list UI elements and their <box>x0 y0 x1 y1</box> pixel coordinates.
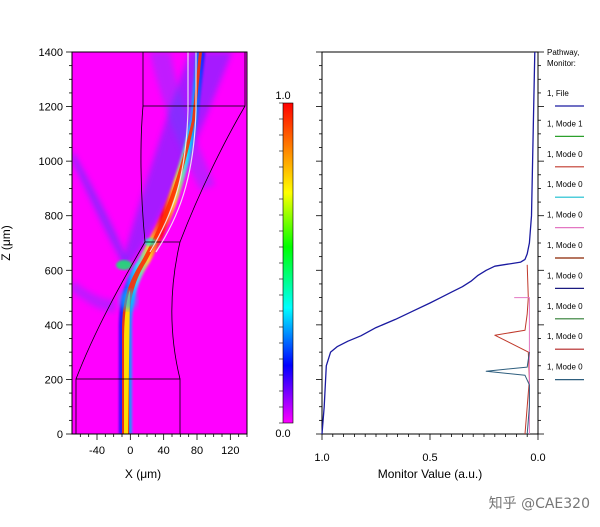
colorbar: 1.0 0.0 <box>275 90 294 440</box>
output-taper-right-edge <box>179 105 246 243</box>
z-axis-title: Z (μm) <box>0 225 13 261</box>
watermark: 知乎 @CAE320 <box>489 495 590 512</box>
z-tick-label: 1400 <box>39 47 63 59</box>
colorbar-ticks <box>279 102 283 424</box>
monitor-plot-frame <box>321 51 539 435</box>
series-line-1 <box>494 264 530 435</box>
legend-label: 1, Mode 0 <box>547 302 583 311</box>
z-axis-ticks: 0 200 400 600 800 1000 1200 1400 <box>39 47 72 441</box>
monitor-right-ticks <box>538 51 544 435</box>
x-tick-label: 40 <box>158 445 170 457</box>
x-tick-label: 0 <box>127 445 133 457</box>
legend: Pathway, Monitor: 1, File 1, Mode 1 1, Mod… <box>547 48 584 381</box>
taper-right-edge <box>171 241 181 380</box>
monitor-series <box>321 51 536 435</box>
legend-label: 1, Mode 0 <box>547 332 583 341</box>
z-tick-label: 1000 <box>39 156 63 168</box>
series-line-3 <box>485 352 530 435</box>
z-tick-label: 800 <box>45 211 63 223</box>
monitor-x-tick-label: 0.5 <box>422 452 437 464</box>
z-tick-label: 1200 <box>39 102 63 114</box>
monitor-x-axis-ticks: 1.0 0.5 0.0 <box>314 434 546 464</box>
series-line-0 <box>321 51 536 435</box>
z-tick-label: 200 <box>45 374 63 386</box>
legend-label: 1, Mode 1 <box>547 119 583 128</box>
legend-header-line2: Monitor: <box>547 59 576 68</box>
legend-label: 1, Mode 0 <box>547 241 583 250</box>
x-tick-label: 120 <box>221 445 239 457</box>
legend-label: 1, Mode 0 <box>547 363 583 372</box>
output-taper-left-edge <box>140 105 146 243</box>
monitor-plot-panel: 1.0 0.5 0.0 Monitor Value (a.u.) <box>314 51 546 481</box>
x-axis-ticks: -40 0 40 80 120 <box>79 434 248 457</box>
z-tick-label: 600 <box>45 265 63 277</box>
field-intensity <box>72 52 232 434</box>
colorbar-min-label: 0.0 <box>275 428 290 440</box>
z-tick-label: 0 <box>57 429 63 441</box>
colorbar-max-label: 1.0 <box>275 90 290 102</box>
colorbar-gradient <box>282 102 294 424</box>
legend-items: 1, File 1, Mode 1 1, Mode 0 1, Mode 0 1, Mod… <box>547 89 584 381</box>
x-tick-label: 80 <box>191 445 203 457</box>
legend-label: 1, Mode 0 <box>547 180 583 189</box>
legend-label: 1, Mode 0 <box>547 211 583 220</box>
legend-label: 1, File <box>547 89 569 98</box>
z-tick-label: 400 <box>45 320 63 332</box>
monitor-x-tick-label: 1.0 <box>314 452 329 464</box>
waveguide-core-outline <box>149 52 197 253</box>
legend-header-line1: Pathway, <box>547 48 579 57</box>
taper-left-edge <box>75 241 146 380</box>
x-tick-label: -40 <box>89 445 105 457</box>
x-axis-title: X (μm) <box>125 467 161 481</box>
legend-label: 1, Mode 0 <box>547 150 583 159</box>
monitor-x-tick-label: 0.0 <box>530 452 545 464</box>
monitor-x-axis-title: Monitor Value (a.u.) <box>378 467 483 481</box>
legend-label: 1, Mode 0 <box>547 271 583 280</box>
field-heatmap-panel: 0 200 400 600 800 1000 1200 1400 -40 0 40 80 120 X … <box>0 47 248 481</box>
monitor-left-ticks <box>316 51 322 435</box>
